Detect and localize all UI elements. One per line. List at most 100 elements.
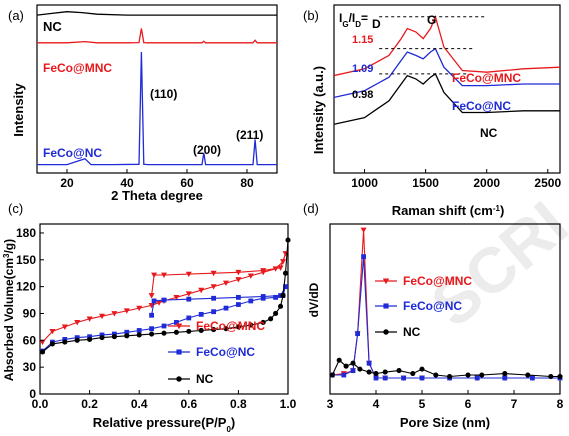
panel-a-label: (a) — [8, 8, 24, 23]
panel-a-legend-feconc: FeCo@NC — [43, 146, 102, 160]
panel-c-plot-area — [39, 223, 289, 395]
panel-b-ratio-feconc: 1.09 — [352, 63, 373, 75]
panel-b-legend-fecomnc: FeCo@MNC — [452, 71, 521, 85]
panel-d-nc-point — [525, 372, 531, 378]
panel-c-feco-mnc-point — [161, 272, 167, 278]
panel-c-feco-nc-point — [236, 302, 241, 307]
panel-c-x-tick-label: 0.6 — [180, 397, 197, 411]
panel-d-nc-point — [410, 371, 416, 377]
panel-c-nc-point — [198, 327, 204, 334]
panel-c-nc-point — [99, 335, 105, 341]
panel-d-label: (d) — [303, 201, 319, 216]
panel-b-x-tick-label: 1000 — [351, 176, 378, 190]
panel-a-y-axis-label: Intensity — [11, 83, 26, 137]
panel-c-legend-nc: NC — [196, 372, 214, 386]
panel-c-feco-nc-point — [260, 294, 266, 299]
panel-d-x-tick-label: 5 — [419, 397, 426, 411]
panel-d-nc-point — [336, 357, 342, 363]
panel-c-nc-point — [278, 303, 284, 309]
panel-c-feco-nc-point — [87, 334, 92, 340]
panel-d-nc-point — [419, 366, 425, 372]
panel-c-nc-point — [273, 310, 279, 317]
panel-c-feco-mnc-point — [39, 339, 46, 346]
panel-c-feco-nc-point — [161, 297, 167, 303]
panel-c-nc-point — [280, 293, 286, 299]
panel-c-feco-nc-point — [223, 305, 229, 311]
panel-c-y-tick-label: 60 — [23, 333, 37, 347]
panel-a-plot-area — [36, 4, 278, 174]
panel-c-x-tick-label: 0.2 — [81, 397, 98, 411]
panel-c-y-tick-label: 30 — [23, 360, 37, 374]
panel-c-feco-mnc-point — [210, 284, 217, 290]
panel-b-x-tick-label: 1500 — [412, 176, 439, 190]
panel-c-feco-mnc-point — [136, 305, 143, 312]
panel-c-nc-point — [260, 319, 266, 325]
panel-c-nc-point — [161, 330, 167, 336]
panel-d-feco-mnc-point — [360, 227, 367, 233]
panel-d-feco-nc-point — [366, 360, 372, 366]
panel-c-feco-nc-point — [124, 329, 130, 335]
panel-d-feco-nc-point — [530, 375, 535, 381]
panel-c-nc-point — [235, 324, 241, 330]
panel-a-series-feco-mnc-line — [37, 28, 277, 44]
panel-c-feco-nc-point — [174, 320, 179, 325]
panel-c-feco-mnc-point — [173, 294, 180, 301]
panel-c-y-tick-label: 120 — [16, 280, 36, 294]
panel-c-feco-nc-point — [186, 296, 192, 302]
panel-d-nc-point — [557, 373, 563, 380]
panel-c-feco-mnc-point — [99, 313, 105, 320]
panel-c-feco-nc-point — [112, 331, 117, 337]
panel-b-legend-feconc: FeCo@NC — [452, 99, 511, 113]
panel-d-x-tick-label: 7 — [511, 397, 518, 411]
panel-c-feco-nc-point — [283, 284, 288, 290]
panel-c-y-tick-label: 150 — [16, 253, 36, 267]
panel-a-legend-nc: NC — [43, 19, 62, 34]
panel-c-y-tick-label: 180 — [16, 226, 36, 240]
panel-d-x-tick-label: 8 — [557, 397, 564, 411]
panel-d-nc-point — [382, 369, 388, 375]
panel-d-nc-point — [329, 372, 335, 378]
panel-d-legend-marker — [382, 278, 390, 285]
panel-a-x-tick-label: 80 — [240, 176, 254, 190]
panel-c-legend-feco-nc: FeCo@NC — [196, 345, 255, 359]
panel-c-x-axis-label: Relative pressure(P/P0) — [93, 415, 235, 434]
panel-c-nc-point — [39, 349, 46, 355]
panel-c-nc-point — [74, 337, 80, 343]
panel-c-nc-point — [136, 332, 142, 338]
panel-c-legend-marker — [176, 349, 182, 355]
panel-d-legend-nc: NC — [403, 325, 421, 339]
panel-c-nc-point — [282, 270, 289, 276]
panel-d-legend-feco-mnc: FeCo@MNC — [403, 274, 472, 288]
panel-c-feco-nc-point — [74, 335, 80, 341]
panel-d-feco-nc-point — [355, 331, 360, 336]
panel-b-plot-area — [333, 4, 561, 174]
panel-b-ratio-fecomnc: 1.15 — [352, 34, 373, 46]
panel-d-feco-nc-point — [474, 375, 480, 381]
panel-d-nc-point — [350, 360, 356, 366]
panel-d-nc-point — [343, 363, 349, 369]
panel-c-nc-point — [124, 333, 130, 339]
panel-a-legend-fecomnc: FeCo@MNC — [43, 61, 112, 75]
panel-d-feco-nc-point — [341, 372, 347, 378]
panel-c-feco-nc-point — [198, 311, 204, 317]
panel-b-raman: 1000 1500 2000 2500 (b) IG/ID= D G 1.15 1.09 0.98 F… — [303, 4, 561, 218]
panel-c-feco-mnc-point — [123, 308, 130, 314]
panel-d-nc-point — [447, 373, 453, 380]
panel-d-nc-point — [366, 369, 372, 375]
panel-c-y-tick-label: 0 — [29, 387, 36, 401]
panel-c-feco-nc-point — [211, 309, 216, 315]
panel-d-nc-point — [465, 372, 471, 378]
panel-c-x-tick-label: 1.0 — [280, 397, 297, 411]
panel-d-x-axis-label: Pore Size (nm) — [400, 415, 490, 430]
panel-c-nc-point — [111, 334, 117, 340]
panel-d-nc-point — [373, 371, 379, 377]
panel-c-isotherm: 0.0 0.2 0.4 0.6 0.8 1.0 0 30 60 90 120 150 180 FeCo@M… — [2, 201, 297, 434]
panel-c-feco-mnc-point — [223, 280, 229, 287]
panel-c-x-tick-label: 0.4 — [131, 397, 148, 411]
panel-c-feco-nc-point — [99, 332, 105, 338]
panel-c-feco-nc-point — [149, 312, 154, 318]
panel-a-x-tick-label: 60 — [180, 176, 194, 190]
panel-b-series-feco-mnc-line — [334, 14, 560, 77]
panel-d-feco-nc-point — [401, 375, 406, 381]
panel-d-feco-nc-point — [361, 254, 366, 260]
